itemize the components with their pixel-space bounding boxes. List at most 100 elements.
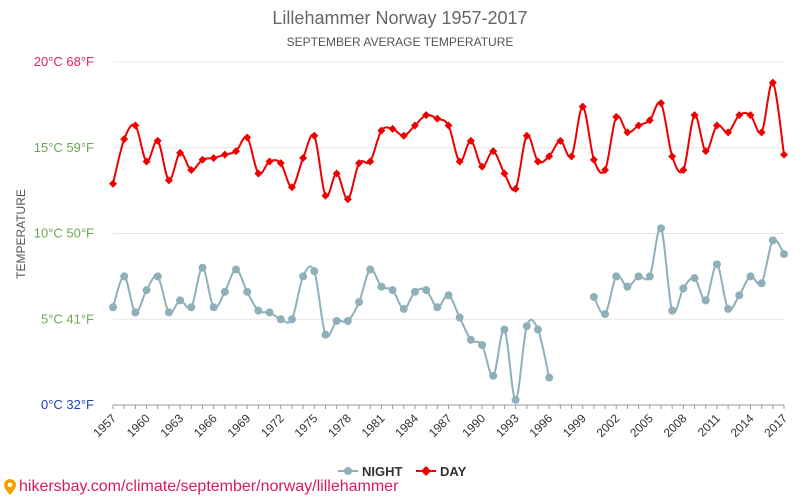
day-point[interactable]: [489, 147, 498, 156]
night-point[interactable]: [164, 308, 173, 317]
night-point[interactable]: [276, 315, 285, 324]
night-point[interactable]: [120, 272, 129, 281]
night-point[interactable]: [433, 303, 442, 312]
night-point[interactable]: [500, 325, 509, 334]
night-point[interactable]: [735, 291, 744, 300]
night-point[interactable]: [701, 296, 710, 305]
night-point[interactable]: [668, 306, 677, 315]
night-point[interactable]: [455, 313, 464, 322]
day-point[interactable]: [612, 112, 621, 121]
day-point[interactable]: [556, 136, 565, 145]
day-point[interactable]: [410, 121, 419, 130]
night-point[interactable]: [422, 286, 431, 295]
day-point[interactable]: [310, 131, 319, 140]
day-point[interactable]: [634, 121, 643, 130]
day-point[interactable]: [623, 128, 632, 137]
night-point[interactable]: [679, 284, 688, 293]
day-point[interactable]: [656, 99, 665, 108]
night-point[interactable]: [366, 265, 375, 274]
day-point[interactable]: [276, 159, 285, 168]
night-point[interactable]: [343, 316, 352, 325]
day-point[interactable]: [153, 136, 162, 145]
night-point[interactable]: [220, 287, 229, 296]
day-point[interactable]: [343, 195, 352, 204]
day-point[interactable]: [254, 169, 263, 178]
night-point[interactable]: [355, 298, 364, 307]
day-point[interactable]: [545, 152, 554, 161]
day-point[interactable]: [377, 126, 386, 135]
day-point[interactable]: [601, 166, 610, 175]
night-point[interactable]: [724, 304, 733, 313]
night-point[interactable]: [601, 310, 610, 319]
night-point[interactable]: [656, 224, 665, 233]
day-point[interactable]: [522, 131, 531, 140]
night-point[interactable]: [511, 395, 520, 404]
legend-item-day[interactable]: DAY: [416, 464, 467, 479]
day-point[interactable]: [645, 116, 654, 125]
day-point[interactable]: [142, 157, 151, 166]
day-point[interactable]: [399, 131, 408, 140]
legend-item-night[interactable]: NIGHT: [338, 464, 403, 479]
day-point[interactable]: [701, 147, 710, 156]
day-point[interactable]: [388, 124, 397, 133]
night-point[interactable]: [232, 265, 241, 274]
night-point[interactable]: [142, 286, 151, 295]
night-point[interactable]: [444, 291, 453, 300]
day-point[interactable]: [287, 183, 296, 192]
day-point[interactable]: [187, 166, 196, 175]
night-point[interactable]: [768, 236, 777, 245]
day-point[interactable]: [757, 128, 766, 137]
day-point[interactable]: [567, 152, 576, 161]
night-point[interactable]: [757, 279, 766, 288]
night-point[interactable]: [466, 335, 475, 344]
night-point[interactable]: [612, 272, 621, 281]
source-link[interactable]: hikersbay.com/climate/september/norway/l…: [4, 478, 398, 496]
day-point[interactable]: [589, 155, 598, 164]
day-point[interactable]: [780, 150, 788, 159]
night-point[interactable]: [478, 340, 487, 349]
day-point[interactable]: [690, 111, 699, 120]
night-point[interactable]: [489, 371, 498, 380]
night-point[interactable]: [690, 274, 699, 283]
day-point[interactable]: [679, 166, 688, 175]
night-point[interactable]: [153, 272, 162, 281]
day-point[interactable]: [265, 157, 274, 166]
night-point[interactable]: [545, 373, 554, 382]
night-point[interactable]: [399, 304, 408, 313]
day-point[interactable]: [198, 155, 207, 164]
night-point[interactable]: [533, 325, 542, 334]
night-point[interactable]: [332, 316, 341, 325]
night-point[interactable]: [109, 303, 117, 312]
night-point[interactable]: [388, 286, 397, 295]
day-point[interactable]: [321, 191, 330, 200]
day-point[interactable]: [232, 147, 241, 156]
night-point[interactable]: [209, 303, 218, 312]
day-point[interactable]: [299, 154, 308, 163]
day-point[interactable]: [120, 135, 129, 144]
night-point[interactable]: [589, 292, 598, 301]
night-point[interactable]: [131, 308, 140, 317]
night-point[interactable]: [522, 322, 531, 331]
day-point[interactable]: [433, 114, 442, 123]
day-point[interactable]: [712, 121, 721, 130]
day-point[interactable]: [466, 136, 475, 145]
day-point[interactable]: [422, 111, 431, 120]
night-point[interactable]: [712, 260, 721, 269]
day-point[interactable]: [735, 111, 744, 120]
night-point[interactable]: [780, 250, 788, 259]
day-point[interactable]: [444, 121, 453, 130]
day-point[interactable]: [164, 176, 173, 185]
day-point[interactable]: [478, 162, 487, 171]
day-point[interactable]: [500, 169, 509, 178]
day-point[interactable]: [176, 148, 185, 157]
night-point[interactable]: [410, 287, 419, 296]
day-point[interactable]: [768, 78, 777, 87]
day-point[interactable]: [746, 111, 755, 120]
night-point[interactable]: [254, 306, 263, 315]
night-point[interactable]: [187, 303, 196, 312]
day-point[interactable]: [243, 133, 252, 142]
day-point[interactable]: [668, 152, 677, 161]
night-point[interactable]: [265, 308, 274, 317]
day-point[interactable]: [131, 121, 140, 130]
night-point[interactable]: [243, 287, 252, 296]
